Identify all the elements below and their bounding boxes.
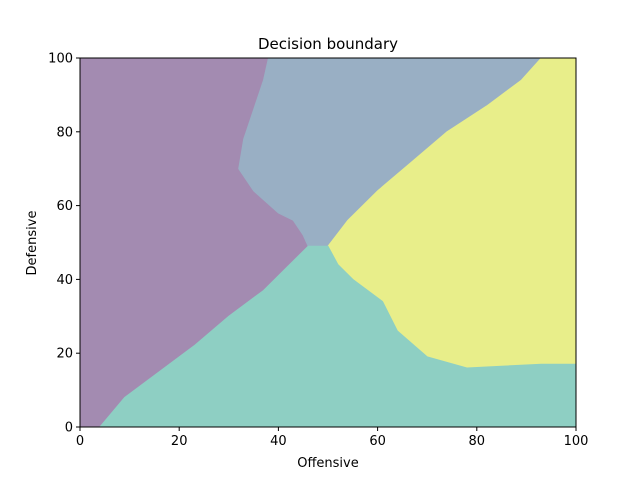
y-tick-label: 100 <box>48 52 73 67</box>
decision-region-4 <box>98 245 577 428</box>
decision-regions <box>79 57 577 428</box>
chart-title: Decision boundary <box>258 35 398 53</box>
y-axis-label: Defensive <box>25 211 40 276</box>
y-tick-label: 20 <box>56 347 73 362</box>
y-tick-label: 0 <box>65 421 73 436</box>
x-axis-ticks: 0 20 40 60 80 100 <box>76 427 589 449</box>
x-tick-label: 0 <box>76 434 84 449</box>
x-tick-label: 20 <box>171 434 188 449</box>
x-tick-label: 60 <box>369 434 386 449</box>
x-tick-label: 40 <box>270 434 287 449</box>
plot-frame <box>79 57 577 428</box>
y-tick-label: 80 <box>56 125 73 140</box>
y-tick-label: 40 <box>56 273 73 288</box>
x-tick-label: 100 <box>564 434 589 449</box>
y-axis-ticks: 0 20 40 60 80 100 <box>48 52 80 436</box>
x-axis-label: Offensive <box>297 456 359 471</box>
x-tick-label: 80 <box>469 434 486 449</box>
y-tick-label: 60 <box>56 199 73 214</box>
